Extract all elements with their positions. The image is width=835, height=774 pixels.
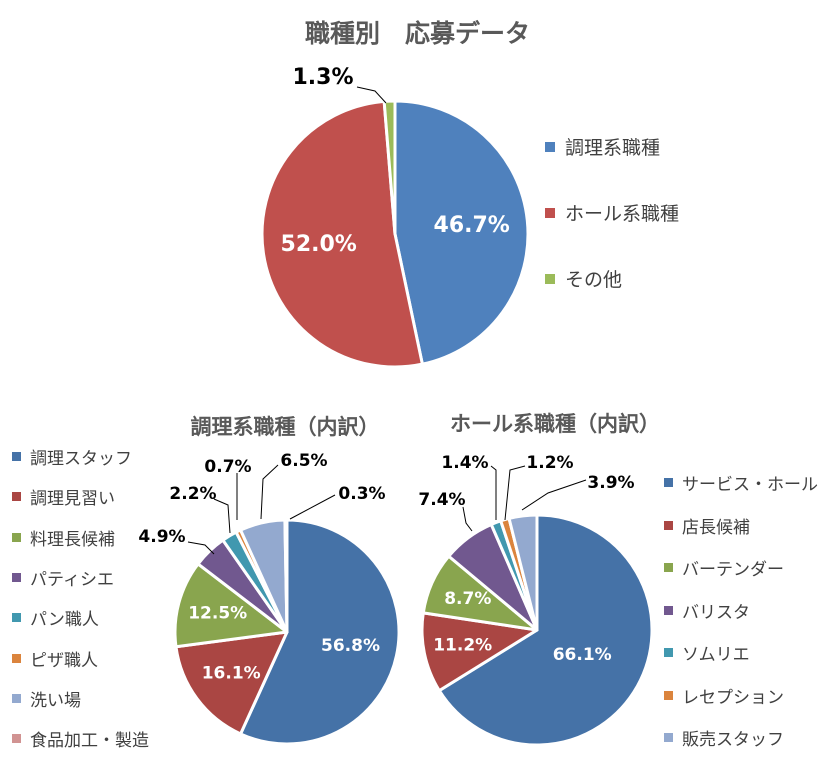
cooking-legend-swatch-6 [12, 693, 21, 703]
main-leader-line-2 [356, 86, 387, 104]
main-data-label-1: 52.0% [281, 232, 357, 257]
hall-legend-swatch-1 [664, 520, 673, 530]
cooking-legend-label-1: 調理見習い [30, 489, 115, 510]
hall-legend-label-1: 店長候補 [682, 517, 750, 538]
cooking-data-label-7: 0.3% [338, 484, 385, 504]
cooking-legend-label-3: パティシエ [30, 569, 114, 590]
hall-legend-label-6: 販売スタッフ [682, 730, 784, 750]
hall-pie-slice-1 [420, 611, 539, 693]
cooking-legend-label-2: 料理長候補 [30, 529, 115, 550]
cooking-legend-label-0: 調理スタッフ [30, 449, 132, 469]
cooking-pie-slice-7 [283, 518, 289, 634]
cooking-pie-slice-0 [239, 518, 401, 746]
cooking-legend-swatch-2 [12, 532, 21, 542]
hall-data-label-0: 66.1% [553, 645, 612, 665]
hall-legend-label-4: ソムリエ [682, 645, 750, 665]
cooking-legend-item-7: 食品加工・製造 [12, 726, 149, 751]
hall-legend-item-2: バーテンダー [664, 555, 784, 580]
hall-legend-swatch-2 [664, 563, 673, 572]
cooking-pie-slice-1 [174, 630, 289, 736]
cooking-legend-swatch-5 [12, 653, 21, 663]
hall-legend-swatch-5 [664, 690, 673, 700]
cooking-legend-item-6: 洗い場 [12, 686, 81, 711]
main-legend-item-0: 調理系職種 [545, 133, 660, 160]
cooking-leader-line-7 [289, 494, 336, 520]
cooking-legend-item-5: ピザ職人 [12, 646, 98, 671]
hall-data-label-1: 11.2% [433, 635, 492, 655]
main-legend-item-2: その他 [545, 265, 622, 292]
cooking-legend-item-1: 調理見習い [12, 484, 115, 509]
main-legend-label-2: その他 [565, 269, 623, 291]
main-chart-title: 職種別 応募データ [304, 19, 530, 48]
cooking-data-label-0: 56.8% [321, 636, 380, 656]
main-legend-swatch-0 [545, 141, 555, 152]
hall-legend-item-5: レセプション [664, 683, 784, 708]
main-legend-label-0: 調理系職種 [565, 137, 661, 159]
cooking-legend-item-4: パン職人 [12, 605, 99, 630]
cooking-legend-swatch-7 [12, 734, 21, 744]
hall-pie-slice-6 [507, 513, 539, 632]
hall-leader-line-3 [462, 506, 473, 532]
hall-leader-line-4 [490, 465, 497, 520]
hall-legend-swatch-6 [664, 733, 673, 742]
hall-legend-swatch-3 [664, 605, 673, 615]
hall-data-label-4: 1.4% [441, 453, 488, 473]
hall-legend-label-3: バリスタ [682, 602, 750, 623]
cooking-legend-item-2: 料理長候補 [12, 525, 115, 550]
hall-legend-label-2: バーテンダー [682, 560, 784, 580]
hall-leader-line-5 [504, 465, 526, 521]
cooking-legend-item-3: パティシエ [12, 565, 114, 590]
cooking-data-label-5: 0.7% [204, 457, 251, 477]
hall-data-label-3: 7.4% [418, 490, 465, 510]
cooking-data-label-2: 12.5% [188, 604, 247, 624]
cooking-leader-line-4 [213, 498, 231, 534]
main-legend-item-1: ホール系職種 [545, 199, 679, 226]
hall-legend-label-5: レセプション [682, 687, 784, 708]
hall-chart-title: ホール系職種（内訳） [450, 412, 660, 436]
cooking-pie-slice-2 [173, 562, 289, 649]
cooking-data-label-4: 2.2% [169, 484, 216, 504]
cooking-legend-label-5: ピザ職人 [30, 650, 98, 671]
cooking-legend-swatch-1 [12, 492, 21, 502]
main-data-label-2: 1.3% [292, 65, 353, 90]
hall-leader-line-6 [521, 479, 587, 511]
cooking-legend-swatch-0 [12, 452, 21, 461]
main-legend-swatch-2 [545, 273, 555, 284]
hall-legend-item-6: 販売スタッフ [664, 725, 784, 750]
hall-legend-swatch-0 [664, 478, 673, 487]
cooking-data-label-1: 16.1% [202, 663, 261, 683]
cooking-legend-label-7: 食品加工・製造 [30, 731, 149, 752]
hall-legend-item-0: サービス・ホール [664, 470, 818, 495]
hall-legend-item-1: 店長候補 [664, 513, 750, 538]
main-data-label-0: 46.7% [434, 213, 510, 238]
main-pie-slice-1 [260, 99, 424, 369]
cooking-data-label-3: 4.9% [138, 527, 185, 547]
cooking-legend-item-0: 調理スタッフ [12, 444, 132, 469]
cooking-data-label-6: 6.5% [280, 451, 327, 471]
cooking-legend-label-6: 洗い場 [30, 690, 81, 711]
hall-data-label-5: 1.2% [526, 453, 573, 473]
cooking-leader-line-6 [260, 464, 279, 520]
cooking-legend-label-4: パン職人 [30, 610, 99, 631]
hall-legend-item-4: ソムリエ [664, 640, 750, 665]
hall-legend-swatch-4 [664, 648, 673, 657]
cooking-legend-swatch-3 [12, 572, 21, 582]
main-legend-label-1: ホール系職種 [565, 203, 680, 225]
hall-legend-label-0: サービス・ホール [682, 475, 818, 495]
hall-legend-item-3: バリスタ [664, 598, 750, 623]
cooking-legend-swatch-4 [12, 613, 21, 623]
hall-data-label-2: 8.7% [444, 589, 491, 609]
cooking-leader-line-3 [187, 541, 215, 555]
cooking-chart-title: 調理系職種（内訳） [190, 415, 380, 439]
main-pie-slice-0 [393, 99, 530, 366]
hall-pie-slice-0 [437, 513, 654, 747]
hall-data-label-6: 3.9% [587, 473, 634, 493]
main-legend-swatch-1 [545, 207, 555, 218]
